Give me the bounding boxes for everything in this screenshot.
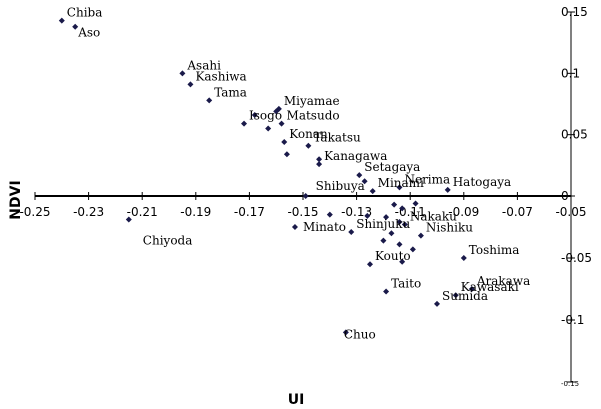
- data-point: [348, 228, 355, 235]
- data-point: [444, 186, 451, 193]
- data-point: [316, 156, 323, 163]
- data-point: [125, 216, 132, 223]
- x-tick-label: -0.19: [180, 205, 211, 219]
- data-point: [460, 255, 467, 261]
- data-point: [241, 120, 248, 127]
- data-point: [206, 97, 213, 104]
- data-point: [302, 193, 309, 199]
- data-point: [399, 258, 406, 265]
- data-point: [388, 230, 395, 237]
- x-tick-label: -0.23: [73, 205, 104, 219]
- point-label: Hatogaya: [453, 175, 511, 189]
- data-point: [251, 112, 258, 119]
- point-label: Miyamae: [284, 94, 340, 108]
- data-point: [281, 139, 288, 146]
- x-tick-label: -0.09: [448, 205, 479, 219]
- data-point: [396, 241, 403, 248]
- x-axis-title: UI: [288, 392, 305, 408]
- point-label: Nerima: [404, 172, 450, 186]
- data-point: [391, 201, 398, 208]
- y-tick-label: 0.05: [561, 128, 588, 142]
- x-tick-label: -0.13: [341, 205, 372, 219]
- point-label: Kawasaki: [461, 280, 519, 294]
- point-label: Isogo: [249, 109, 282, 123]
- point-label: Sumida: [442, 289, 488, 303]
- point-label: Kouto: [375, 249, 411, 263]
- y-axis: [567, 11, 575, 383]
- y-tick-label: 0: [561, 189, 569, 203]
- point-label: Konan: [289, 127, 328, 141]
- data-point: [291, 224, 298, 230]
- data-point: [452, 292, 459, 299]
- point-label: Chiba: [67, 6, 103, 20]
- data-point: [383, 214, 390, 221]
- y-tick-labels: 0.15 0.1 0.05 0 -0.05 -0.1 -0.15: [561, 5, 592, 388]
- x-tick-label: -0.07: [502, 205, 533, 219]
- data-point: [396, 184, 403, 191]
- x-tick-label: -0.15: [287, 205, 318, 219]
- point-label: Minami: [378, 176, 424, 190]
- point-label: Arakawa: [476, 274, 530, 288]
- data-point: [409, 246, 416, 253]
- data-point: [399, 205, 406, 212]
- point-label: Chiyoda: [143, 234, 193, 248]
- y-tick-label: -0.05: [561, 251, 592, 265]
- data-point: [361, 178, 368, 185]
- data-point: [278, 120, 285, 127]
- point-label: Shinjuku: [356, 217, 410, 231]
- point-label: Minato: [303, 220, 346, 234]
- x-tick-label: -0.21: [127, 205, 158, 219]
- x-tick-label: -0.05: [555, 205, 586, 219]
- point-label: Tama: [214, 85, 247, 99]
- data-point: [468, 286, 475, 292]
- data-point: [434, 300, 440, 307]
- point-label: Chuo: [344, 327, 376, 341]
- point-label: Aso: [77, 26, 100, 40]
- y-tick-label: 0.1: [561, 66, 580, 80]
- point-label: Kanagawa: [324, 149, 387, 163]
- data-point: [72, 23, 79, 30]
- data-point: [412, 200, 419, 207]
- point-label: Toshima: [469, 243, 520, 257]
- data-point: [283, 151, 290, 158]
- point-label: Takatsu: [313, 131, 361, 145]
- y-tick-label: -0.15: [561, 380, 579, 388]
- x-tick-label: -0.25: [19, 205, 50, 219]
- data-point: [179, 70, 186, 77]
- data-points: [58, 17, 475, 336]
- data-point: [58, 17, 65, 24]
- data-point: [380, 237, 387, 244]
- data-point: [187, 81, 194, 88]
- data-point: [396, 219, 403, 226]
- x-tick-labels: -0.25 -0.23 -0.21 -0.19 -0.17 -0.15 -0.13 -0.11…: [19, 205, 586, 219]
- y-tick-label: -0.1: [561, 313, 584, 327]
- data-point: [417, 232, 424, 239]
- point-label: Setagaya: [364, 160, 420, 174]
- data-point: [369, 188, 376, 195]
- point-label: Matsudo: [287, 109, 340, 123]
- point-label: Nishiku: [426, 221, 473, 235]
- point-label: Taito: [391, 276, 421, 290]
- x-tick-label: -0.17: [234, 205, 265, 219]
- point-label: Asahi: [186, 58, 221, 72]
- data-point: [273, 108, 280, 115]
- data-point: [364, 212, 371, 219]
- point-label: Kashiwa: [195, 69, 246, 83]
- data-point: [383, 288, 390, 295]
- point-label: Shibuya: [316, 179, 365, 193]
- data-point: [342, 329, 349, 336]
- data-point: [367, 261, 373, 268]
- y-tick-label: 0.15: [561, 5, 588, 19]
- data-point: [326, 211, 333, 218]
- data-point: [305, 142, 312, 149]
- data-point: [316, 161, 323, 168]
- data-point: [401, 221, 408, 228]
- point-label: Nakaku: [410, 210, 457, 224]
- data-point: [356, 172, 363, 179]
- y-axis-title: NDVI: [8, 180, 24, 219]
- data-point: [265, 125, 272, 132]
